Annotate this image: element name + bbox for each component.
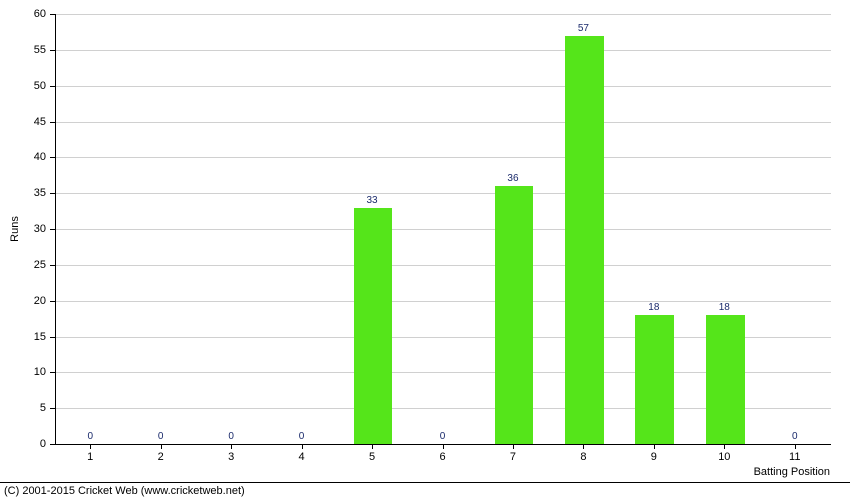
y-tick [50, 193, 55, 194]
gridline [56, 122, 831, 123]
gridline [56, 193, 831, 194]
bar-value-label: 0 [299, 431, 305, 442]
y-tick [50, 157, 55, 158]
x-tick [231, 444, 232, 449]
y-tick [50, 86, 55, 87]
y-tick [50, 122, 55, 123]
y-tick [50, 372, 55, 373]
y-tick [50, 229, 55, 230]
copyright-text: (C) 2001-2015 Cricket Web (www.cricketwe… [0, 483, 850, 497]
y-tick [50, 50, 55, 51]
x-tick [513, 444, 514, 449]
y-tick [50, 14, 55, 15]
bar [565, 36, 604, 445]
y-tick-label: 60 [0, 8, 46, 20]
plot-area [55, 14, 831, 445]
x-tick [161, 444, 162, 449]
gridline [56, 229, 831, 230]
x-tick-label: 4 [299, 451, 305, 463]
x-tick-label: 5 [369, 451, 375, 463]
y-tick [50, 301, 55, 302]
footer: (C) 2001-2015 Cricket Web (www.cricketwe… [0, 482, 850, 500]
y-tick [50, 337, 55, 338]
bar-value-label: 0 [792, 431, 798, 442]
bar-value-label: 18 [648, 302, 659, 313]
gridline [56, 14, 831, 15]
x-tick-label: 3 [228, 451, 234, 463]
x-tick [372, 444, 373, 449]
bar [706, 315, 745, 444]
x-tick-label: 6 [439, 451, 445, 463]
bar [495, 186, 534, 444]
y-tick-label: 50 [0, 80, 46, 92]
y-tick-label: 25 [0, 259, 46, 271]
y-tick-label: 0 [0, 438, 46, 450]
bar-value-label: 18 [719, 302, 730, 313]
x-tick-label: 11 [789, 451, 800, 463]
x-tick-label: 10 [718, 451, 730, 463]
y-tick-label: 15 [0, 331, 46, 343]
y-tick-label: 55 [0, 44, 46, 56]
y-tick [50, 444, 55, 445]
gridline [56, 265, 831, 266]
chart-container: Runs Batting Position (C) 2001-2015 Cric… [0, 0, 850, 500]
bar-value-label: 0 [158, 431, 164, 442]
gridline [56, 50, 831, 51]
bar-value-label: 0 [228, 431, 234, 442]
x-tick [90, 444, 91, 449]
y-tick-label: 35 [0, 187, 46, 199]
x-tick-label: 2 [158, 451, 164, 463]
y-tick-label: 10 [0, 366, 46, 378]
bar-value-label: 36 [507, 173, 518, 184]
x-axis-title: Batting Position [754, 466, 830, 478]
y-tick-label: 5 [0, 402, 46, 414]
bar-value-label: 0 [440, 431, 446, 442]
gridline [56, 86, 831, 87]
x-tick-label: 8 [580, 451, 586, 463]
y-tick [50, 408, 55, 409]
x-tick [724, 444, 725, 449]
bar-value-label: 57 [578, 23, 589, 34]
bar [635, 315, 674, 444]
gridline [56, 301, 831, 302]
bar-value-label: 0 [87, 431, 93, 442]
y-tick-label: 45 [0, 116, 46, 128]
x-tick [302, 444, 303, 449]
y-tick-label: 30 [0, 223, 46, 235]
x-tick [654, 444, 655, 449]
y-tick [50, 265, 55, 266]
x-tick-label: 7 [510, 451, 516, 463]
x-tick-label: 9 [651, 451, 657, 463]
x-tick-label: 1 [87, 451, 93, 463]
y-tick-label: 40 [0, 151, 46, 163]
gridline [56, 157, 831, 158]
x-tick [583, 444, 584, 449]
x-tick [443, 444, 444, 449]
x-tick [795, 444, 796, 449]
y-tick-label: 20 [0, 295, 46, 307]
bar-value-label: 33 [366, 195, 377, 206]
bar [354, 208, 393, 445]
